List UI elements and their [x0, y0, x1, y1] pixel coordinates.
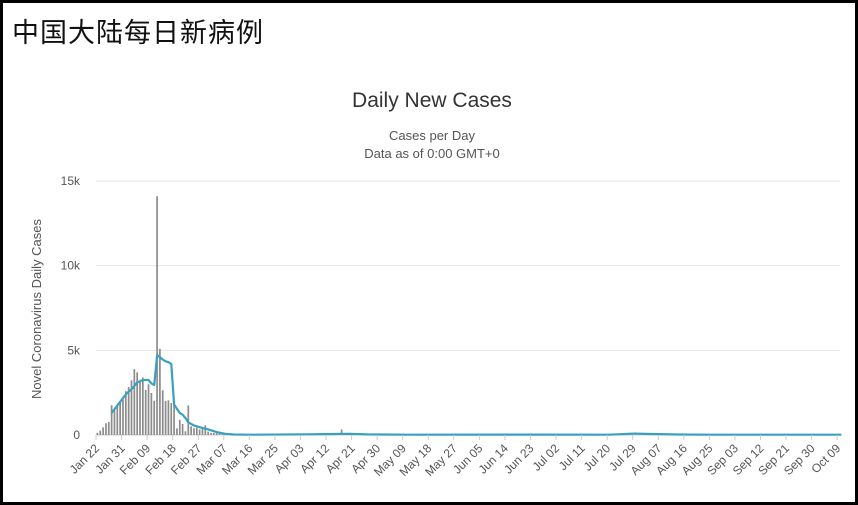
bar	[193, 428, 195, 435]
bar	[184, 431, 187, 435]
x-tick-label: Jul 20	[581, 441, 614, 474]
bar	[102, 427, 104, 435]
bar	[161, 390, 164, 435]
bar	[215, 432, 218, 435]
y-axis-label: Novel Coronavirus Daily Cases	[29, 219, 44, 399]
bar	[133, 369, 136, 435]
bar	[218, 432, 221, 435]
bar	[187, 405, 190, 435]
bar	[207, 431, 210, 435]
bar	[139, 381, 141, 435]
bar	[201, 427, 204, 435]
bar	[153, 400, 156, 435]
bar	[113, 410, 116, 435]
bar	[144, 389, 147, 435]
y-tick-label: 0	[73, 428, 80, 442]
bar	[130, 380, 133, 435]
y-tick-label: 10k	[61, 259, 81, 273]
bar	[198, 429, 201, 435]
x-tick-label: Oct 09	[808, 441, 843, 476]
bar	[142, 377, 144, 435]
bar	[210, 432, 212, 435]
bar	[99, 430, 102, 435]
bar	[116, 405, 119, 435]
chart-subtitle-line2: Data as of 0:00 GMT+0	[364, 146, 499, 161]
bar	[136, 372, 139, 435]
bar	[105, 423, 107, 435]
page-title: 中国大陆每日新病例	[12, 18, 264, 49]
bar	[147, 384, 150, 435]
y-tick-label: 15k	[61, 174, 81, 188]
bar	[110, 405, 113, 435]
bar	[107, 421, 110, 435]
bar	[164, 400, 167, 435]
y-tick-label: 5k	[67, 343, 81, 357]
bar	[124, 391, 127, 435]
x-tick-label: Jun 23	[501, 441, 537, 477]
bar	[96, 432, 99, 435]
bar	[178, 419, 181, 435]
bar	[156, 196, 158, 435]
bar	[127, 387, 130, 435]
bar	[119, 401, 121, 435]
bar	[181, 423, 184, 435]
bar	[150, 393, 153, 435]
bar	[340, 429, 343, 435]
bar	[204, 425, 207, 435]
moving-average-line	[110, 354, 842, 436]
bar	[122, 399, 124, 435]
bar	[173, 405, 175, 435]
x-tick-label: Jul 11	[556, 441, 588, 473]
chart-title: Daily New Cases	[352, 89, 512, 112]
bar	[190, 426, 192, 435]
chart-subtitle-line1: Cases per Day	[389, 128, 475, 143]
bar	[159, 348, 161, 435]
bar	[212, 432, 215, 435]
bar	[176, 428, 178, 435]
x-tick-label: Jul 02	[530, 441, 563, 474]
bar	[195, 427, 198, 435]
bar	[167, 400, 170, 435]
bar	[170, 402, 173, 435]
